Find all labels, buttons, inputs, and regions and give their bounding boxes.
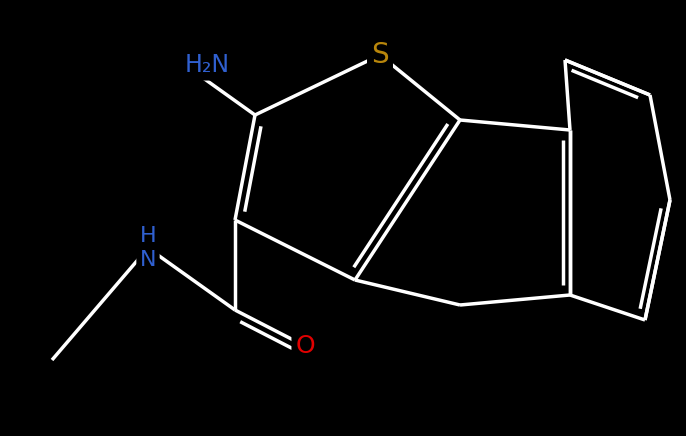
Text: H₂N: H₂N [185, 53, 230, 77]
Text: O: O [295, 334, 315, 358]
Text: S: S [371, 41, 389, 69]
Text: H
N: H N [140, 226, 156, 269]
